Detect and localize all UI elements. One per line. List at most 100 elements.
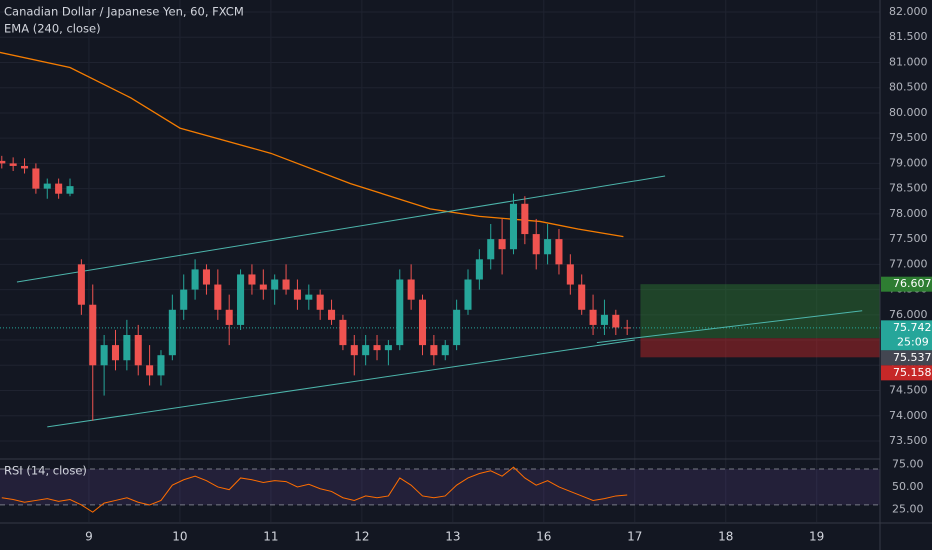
y-tick-label: 77.000 bbox=[889, 257, 928, 270]
candle-body bbox=[578, 284, 586, 310]
price-label: 76.607 bbox=[893, 277, 932, 290]
candle-body bbox=[100, 345, 108, 366]
candle-body bbox=[407, 279, 415, 300]
y-tick-label: 77.500 bbox=[889, 232, 928, 245]
candle-body bbox=[214, 284, 222, 310]
trendline bbox=[16, 175, 666, 283]
price-label-bg bbox=[881, 320, 932, 351]
rsi-tick-label: 75.00 bbox=[892, 457, 924, 470]
candle-body bbox=[305, 294, 313, 300]
x-tick-label: 17 bbox=[627, 530, 642, 544]
x-tick-label: 16 bbox=[536, 530, 551, 544]
y-tick-label: 78.500 bbox=[889, 182, 928, 195]
y-tick-label: 74.500 bbox=[889, 384, 928, 397]
candle-body bbox=[271, 279, 279, 290]
candle-body bbox=[464, 279, 472, 310]
candle-body bbox=[77, 264, 85, 305]
candle-body bbox=[373, 345, 381, 351]
y-tick-label: 79.500 bbox=[889, 131, 928, 144]
candle-body bbox=[20, 165, 29, 169]
candle-body bbox=[441, 345, 449, 356]
price-label: 75.742 bbox=[893, 321, 932, 334]
x-tick-label: 9 bbox=[85, 530, 93, 544]
candle-body bbox=[339, 319, 347, 346]
candle-body bbox=[362, 345, 370, 356]
candle-body bbox=[259, 284, 267, 290]
x-tick-label: 18 bbox=[718, 530, 733, 544]
candle-body bbox=[316, 294, 324, 310]
candle-body bbox=[328, 309, 336, 320]
x-tick-label: 11 bbox=[263, 530, 278, 544]
candle-body bbox=[157, 355, 165, 376]
candle-body bbox=[180, 289, 188, 310]
candle-body bbox=[475, 259, 483, 280]
candle-body bbox=[248, 274, 256, 285]
y-tick-label: 73.500 bbox=[889, 434, 928, 447]
candle-body bbox=[202, 269, 210, 285]
candle-body bbox=[532, 234, 540, 255]
y-tick-label: 81.500 bbox=[889, 30, 928, 43]
y-tick-label: 80.500 bbox=[889, 81, 928, 94]
candle-body bbox=[396, 279, 404, 346]
trendline bbox=[47, 339, 635, 428]
candle-body bbox=[589, 309, 597, 325]
price-label-bg bbox=[881, 365, 932, 381]
chart-title: Canadian Dollar / Japanese Yen, 60, FXCM bbox=[4, 5, 244, 19]
candle-body bbox=[191, 269, 199, 290]
candle-body bbox=[225, 309, 233, 325]
candle-body bbox=[453, 309, 461, 346]
y-tick-label: 76.000 bbox=[889, 308, 928, 321]
price-label-bg bbox=[881, 276, 932, 292]
price-label: 75.537 bbox=[893, 351, 932, 364]
candle-body bbox=[55, 183, 63, 194]
x-tick-label: 12 bbox=[354, 530, 369, 544]
candle-body bbox=[134, 335, 142, 366]
ema-line bbox=[0, 51, 624, 238]
loss-zone bbox=[640, 338, 880, 358]
y-tick-label: 74.000 bbox=[889, 409, 928, 422]
candle-body bbox=[43, 183, 51, 189]
rsi-line bbox=[1, 466, 628, 513]
price-label-bg bbox=[881, 350, 932, 366]
candle-body bbox=[623, 327, 631, 329]
y-tick-label: 80.000 bbox=[889, 106, 928, 119]
x-tick-label: 13 bbox=[445, 530, 460, 544]
candle-body bbox=[111, 345, 120, 361]
candle-body bbox=[430, 345, 438, 356]
candle-body bbox=[89, 304, 97, 366]
trendline bbox=[596, 310, 863, 344]
candle-body bbox=[146, 365, 154, 376]
candle-body bbox=[521, 203, 529, 235]
x-tick-label: 19 bbox=[809, 530, 824, 544]
candle-body bbox=[350, 345, 358, 356]
x-tick-label: 10 bbox=[172, 530, 187, 544]
candle-body bbox=[487, 239, 495, 260]
y-tick-label: 78.000 bbox=[889, 207, 928, 220]
countdown-label: 25:09 bbox=[897, 335, 929, 348]
candle-body bbox=[0, 160, 6, 164]
candle-body bbox=[32, 168, 40, 189]
candle-body bbox=[498, 239, 506, 250]
candle-body bbox=[237, 274, 245, 325]
candle-body bbox=[612, 314, 620, 328]
price-label: 75.158 bbox=[893, 366, 932, 379]
candle-body bbox=[293, 289, 301, 300]
y-tick-label: 81.000 bbox=[889, 55, 928, 68]
candle-body bbox=[168, 309, 176, 356]
candle-body bbox=[384, 345, 392, 351]
candle-body bbox=[544, 239, 552, 255]
candle-body bbox=[66, 186, 74, 194]
candle-body bbox=[600, 314, 608, 325]
candle-body bbox=[123, 335, 131, 361]
candle-body bbox=[509, 203, 518, 250]
rsi-band bbox=[0, 468, 880, 505]
y-tick-label: 82.000 bbox=[889, 5, 928, 18]
candle-body bbox=[418, 299, 427, 346]
rsi-label: RSI (14, close) bbox=[4, 464, 87, 478]
profit-zone bbox=[640, 284, 880, 339]
rsi-tick-label: 50.00 bbox=[892, 480, 924, 493]
indicator-label: EMA (240, close) bbox=[4, 22, 101, 36]
rsi-tick-label: 25.00 bbox=[892, 502, 924, 515]
